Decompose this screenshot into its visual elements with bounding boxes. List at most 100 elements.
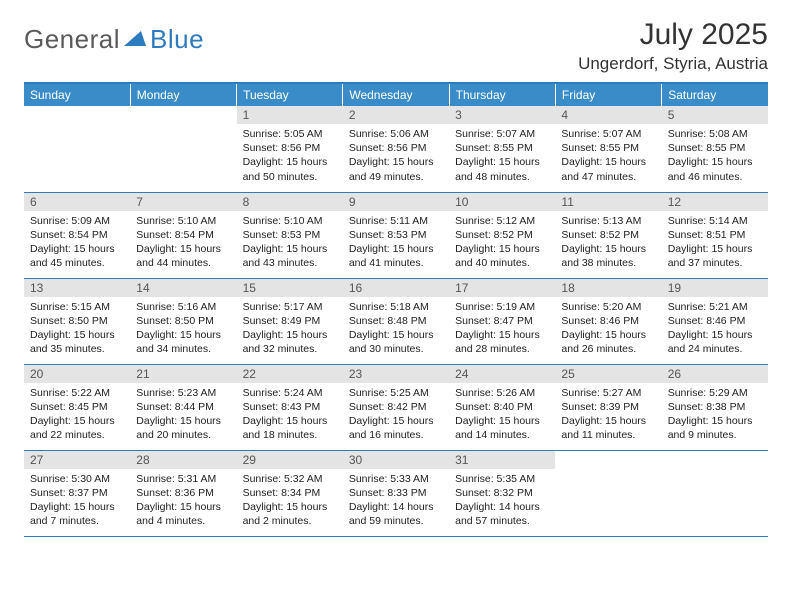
day-number: 12 — [662, 193, 768, 211]
calendar-cell: 14Sunrise: 5:16 AMSunset: 8:50 PMDayligh… — [130, 278, 236, 364]
sunrise-line: Sunrise: 5:07 AM — [561, 127, 655, 141]
daylight-line: Daylight: 15 hours and 9 minutes. — [668, 414, 762, 442]
sunrise-line: Sunrise: 5:29 AM — [668, 386, 762, 400]
sunset-line: Sunset: 8:52 PM — [455, 228, 549, 242]
daylight-line: Daylight: 15 hours and 14 minutes. — [455, 414, 549, 442]
daylight-line: Daylight: 15 hours and 30 minutes. — [349, 328, 443, 356]
calendar-table: Sunday Monday Tuesday Wednesday Thursday… — [24, 82, 768, 537]
calendar-cell: 3Sunrise: 5:07 AMSunset: 8:55 PMDaylight… — [449, 106, 555, 192]
day-data: Sunrise: 5:15 AMSunset: 8:50 PMDaylight:… — [24, 297, 130, 361]
day-number: 3 — [449, 106, 555, 124]
sunset-line: Sunset: 8:45 PM — [30, 400, 124, 414]
calendar-cell: 8Sunrise: 5:10 AMSunset: 8:53 PMDaylight… — [237, 192, 343, 278]
calendar-cell: 10Sunrise: 5:12 AMSunset: 8:52 PMDayligh… — [449, 192, 555, 278]
calendar-cell: 19Sunrise: 5:21 AMSunset: 8:46 PMDayligh… — [662, 278, 768, 364]
calendar-cell: 27Sunrise: 5:30 AMSunset: 8:37 PMDayligh… — [24, 450, 130, 536]
sunset-line: Sunset: 8:36 PM — [136, 486, 230, 500]
day-number: 31 — [449, 451, 555, 469]
daylight-line: Daylight: 15 hours and 32 minutes. — [243, 328, 337, 356]
sunrise-line: Sunrise: 5:09 AM — [30, 214, 124, 228]
day-number: 13 — [24, 279, 130, 297]
calendar-cell — [130, 106, 236, 192]
daylight-line: Daylight: 15 hours and 4 minutes. — [136, 500, 230, 528]
day-data: Sunrise: 5:22 AMSunset: 8:45 PMDaylight:… — [24, 383, 130, 447]
calendar-row: 13Sunrise: 5:15 AMSunset: 8:50 PMDayligh… — [24, 278, 768, 364]
sunrise-line: Sunrise: 5:10 AM — [136, 214, 230, 228]
sunset-line: Sunset: 8:42 PM — [349, 400, 443, 414]
day-number: 17 — [449, 279, 555, 297]
logo: General Blue — [24, 24, 204, 55]
sunrise-line: Sunrise: 5:20 AM — [561, 300, 655, 314]
sunset-line: Sunset: 8:32 PM — [455, 486, 549, 500]
day-data: Sunrise: 5:23 AMSunset: 8:44 PMDaylight:… — [130, 383, 236, 447]
day-data: Sunrise: 5:10 AMSunset: 8:54 PMDaylight:… — [130, 211, 236, 275]
day-data: Sunrise: 5:13 AMSunset: 8:52 PMDaylight:… — [555, 211, 661, 275]
title-block: July 2025 Ungerdorf, Styria, Austria — [578, 18, 768, 74]
day-number: 20 — [24, 365, 130, 383]
day-data: Sunrise: 5:05 AMSunset: 8:56 PMDaylight:… — [237, 124, 343, 188]
location: Ungerdorf, Styria, Austria — [578, 54, 768, 74]
daylight-line: Daylight: 15 hours and 48 minutes. — [455, 155, 549, 183]
daylight-line: Daylight: 15 hours and 47 minutes. — [561, 155, 655, 183]
day-data: Sunrise: 5:20 AMSunset: 8:46 PMDaylight:… — [555, 297, 661, 361]
daylight-line: Daylight: 15 hours and 7 minutes. — [30, 500, 124, 528]
day-header: Tuesday — [237, 83, 343, 106]
sunset-line: Sunset: 8:50 PM — [30, 314, 124, 328]
calendar-cell: 23Sunrise: 5:25 AMSunset: 8:42 PMDayligh… — [343, 364, 449, 450]
sunrise-line: Sunrise: 5:16 AM — [136, 300, 230, 314]
day-number: 4 — [555, 106, 661, 124]
day-number: 29 — [237, 451, 343, 469]
calendar-cell: 29Sunrise: 5:32 AMSunset: 8:34 PMDayligh… — [237, 450, 343, 536]
day-data: Sunrise: 5:14 AMSunset: 8:51 PMDaylight:… — [662, 211, 768, 275]
header: General Blue July 2025 Ungerdorf, Styria… — [24, 18, 768, 74]
daylight-line: Daylight: 15 hours and 50 minutes. — [243, 155, 337, 183]
sunrise-line: Sunrise: 5:30 AM — [30, 472, 124, 486]
day-data: Sunrise: 5:27 AMSunset: 8:39 PMDaylight:… — [555, 383, 661, 447]
daylight-line: Daylight: 15 hours and 35 minutes. — [30, 328, 124, 356]
daylight-line: Daylight: 15 hours and 26 minutes. — [561, 328, 655, 356]
day-number: 25 — [555, 365, 661, 383]
calendar-cell: 2Sunrise: 5:06 AMSunset: 8:56 PMDaylight… — [343, 106, 449, 192]
sunrise-line: Sunrise: 5:27 AM — [561, 386, 655, 400]
day-data: Sunrise: 5:32 AMSunset: 8:34 PMDaylight:… — [237, 469, 343, 533]
day-number: 19 — [662, 279, 768, 297]
calendar-cell: 5Sunrise: 5:08 AMSunset: 8:55 PMDaylight… — [662, 106, 768, 192]
day-number: 23 — [343, 365, 449, 383]
sunset-line: Sunset: 8:47 PM — [455, 314, 549, 328]
day-number: 10 — [449, 193, 555, 211]
daylight-line: Daylight: 15 hours and 2 minutes. — [243, 500, 337, 528]
day-header: Monday — [130, 83, 236, 106]
sunset-line: Sunset: 8:43 PM — [243, 400, 337, 414]
daylight-line: Daylight: 15 hours and 18 minutes. — [243, 414, 337, 442]
sunset-line: Sunset: 8:51 PM — [668, 228, 762, 242]
sunrise-line: Sunrise: 5:25 AM — [349, 386, 443, 400]
sunset-line: Sunset: 8:53 PM — [349, 228, 443, 242]
sunset-line: Sunset: 8:56 PM — [349, 141, 443, 155]
day-number: 26 — [662, 365, 768, 383]
calendar-cell: 16Sunrise: 5:18 AMSunset: 8:48 PMDayligh… — [343, 278, 449, 364]
daylight-line: Daylight: 15 hours and 20 minutes. — [136, 414, 230, 442]
calendar-cell: 4 Sunrise: 5:07 AMSunset: 8:55 PMDaylight… — [555, 106, 661, 192]
calendar-cell: 24Sunrise: 5:26 AMSunset: 8:40 PMDayligh… — [449, 364, 555, 450]
day-header: Saturday — [662, 83, 768, 106]
day-data: Sunrise: 5:33 AMSunset: 8:33 PMDaylight:… — [343, 469, 449, 533]
sunset-line: Sunset: 8:37 PM — [30, 486, 124, 500]
sunset-line: Sunset: 8:38 PM — [668, 400, 762, 414]
daylight-line: Daylight: 15 hours and 46 minutes. — [668, 155, 762, 183]
sunrise-line: Sunrise: 5:21 AM — [668, 300, 762, 314]
sunset-line: Sunset: 8:56 PM — [243, 141, 337, 155]
daylight-line: Daylight: 15 hours and 49 minutes. — [349, 155, 443, 183]
month-title: July 2025 — [578, 18, 768, 52]
day-number: 14 — [130, 279, 236, 297]
calendar-cell: 6Sunrise: 5:09 AMSunset: 8:54 PMDaylight… — [24, 192, 130, 278]
day-number: 15 — [237, 279, 343, 297]
sunrise-line: Sunrise: 5:24 AM — [243, 386, 337, 400]
sunset-line: Sunset: 8:50 PM — [136, 314, 230, 328]
calendar-cell: 31Sunrise: 5:35 AMSunset: 8:32 PMDayligh… — [449, 450, 555, 536]
sunrise-line: Sunrise: 5:08 AM — [668, 127, 762, 141]
calendar-row: 20Sunrise: 5:22 AMSunset: 8:45 PMDayligh… — [24, 364, 768, 450]
sunrise-line: Sunrise: 5:18 AM — [349, 300, 443, 314]
day-data: Sunrise: 5:09 AMSunset: 8:54 PMDaylight:… — [24, 211, 130, 275]
day-data: Sunrise: 5:30 AMSunset: 8:37 PMDaylight:… — [24, 469, 130, 533]
sunset-line: Sunset: 8:55 PM — [561, 141, 655, 155]
